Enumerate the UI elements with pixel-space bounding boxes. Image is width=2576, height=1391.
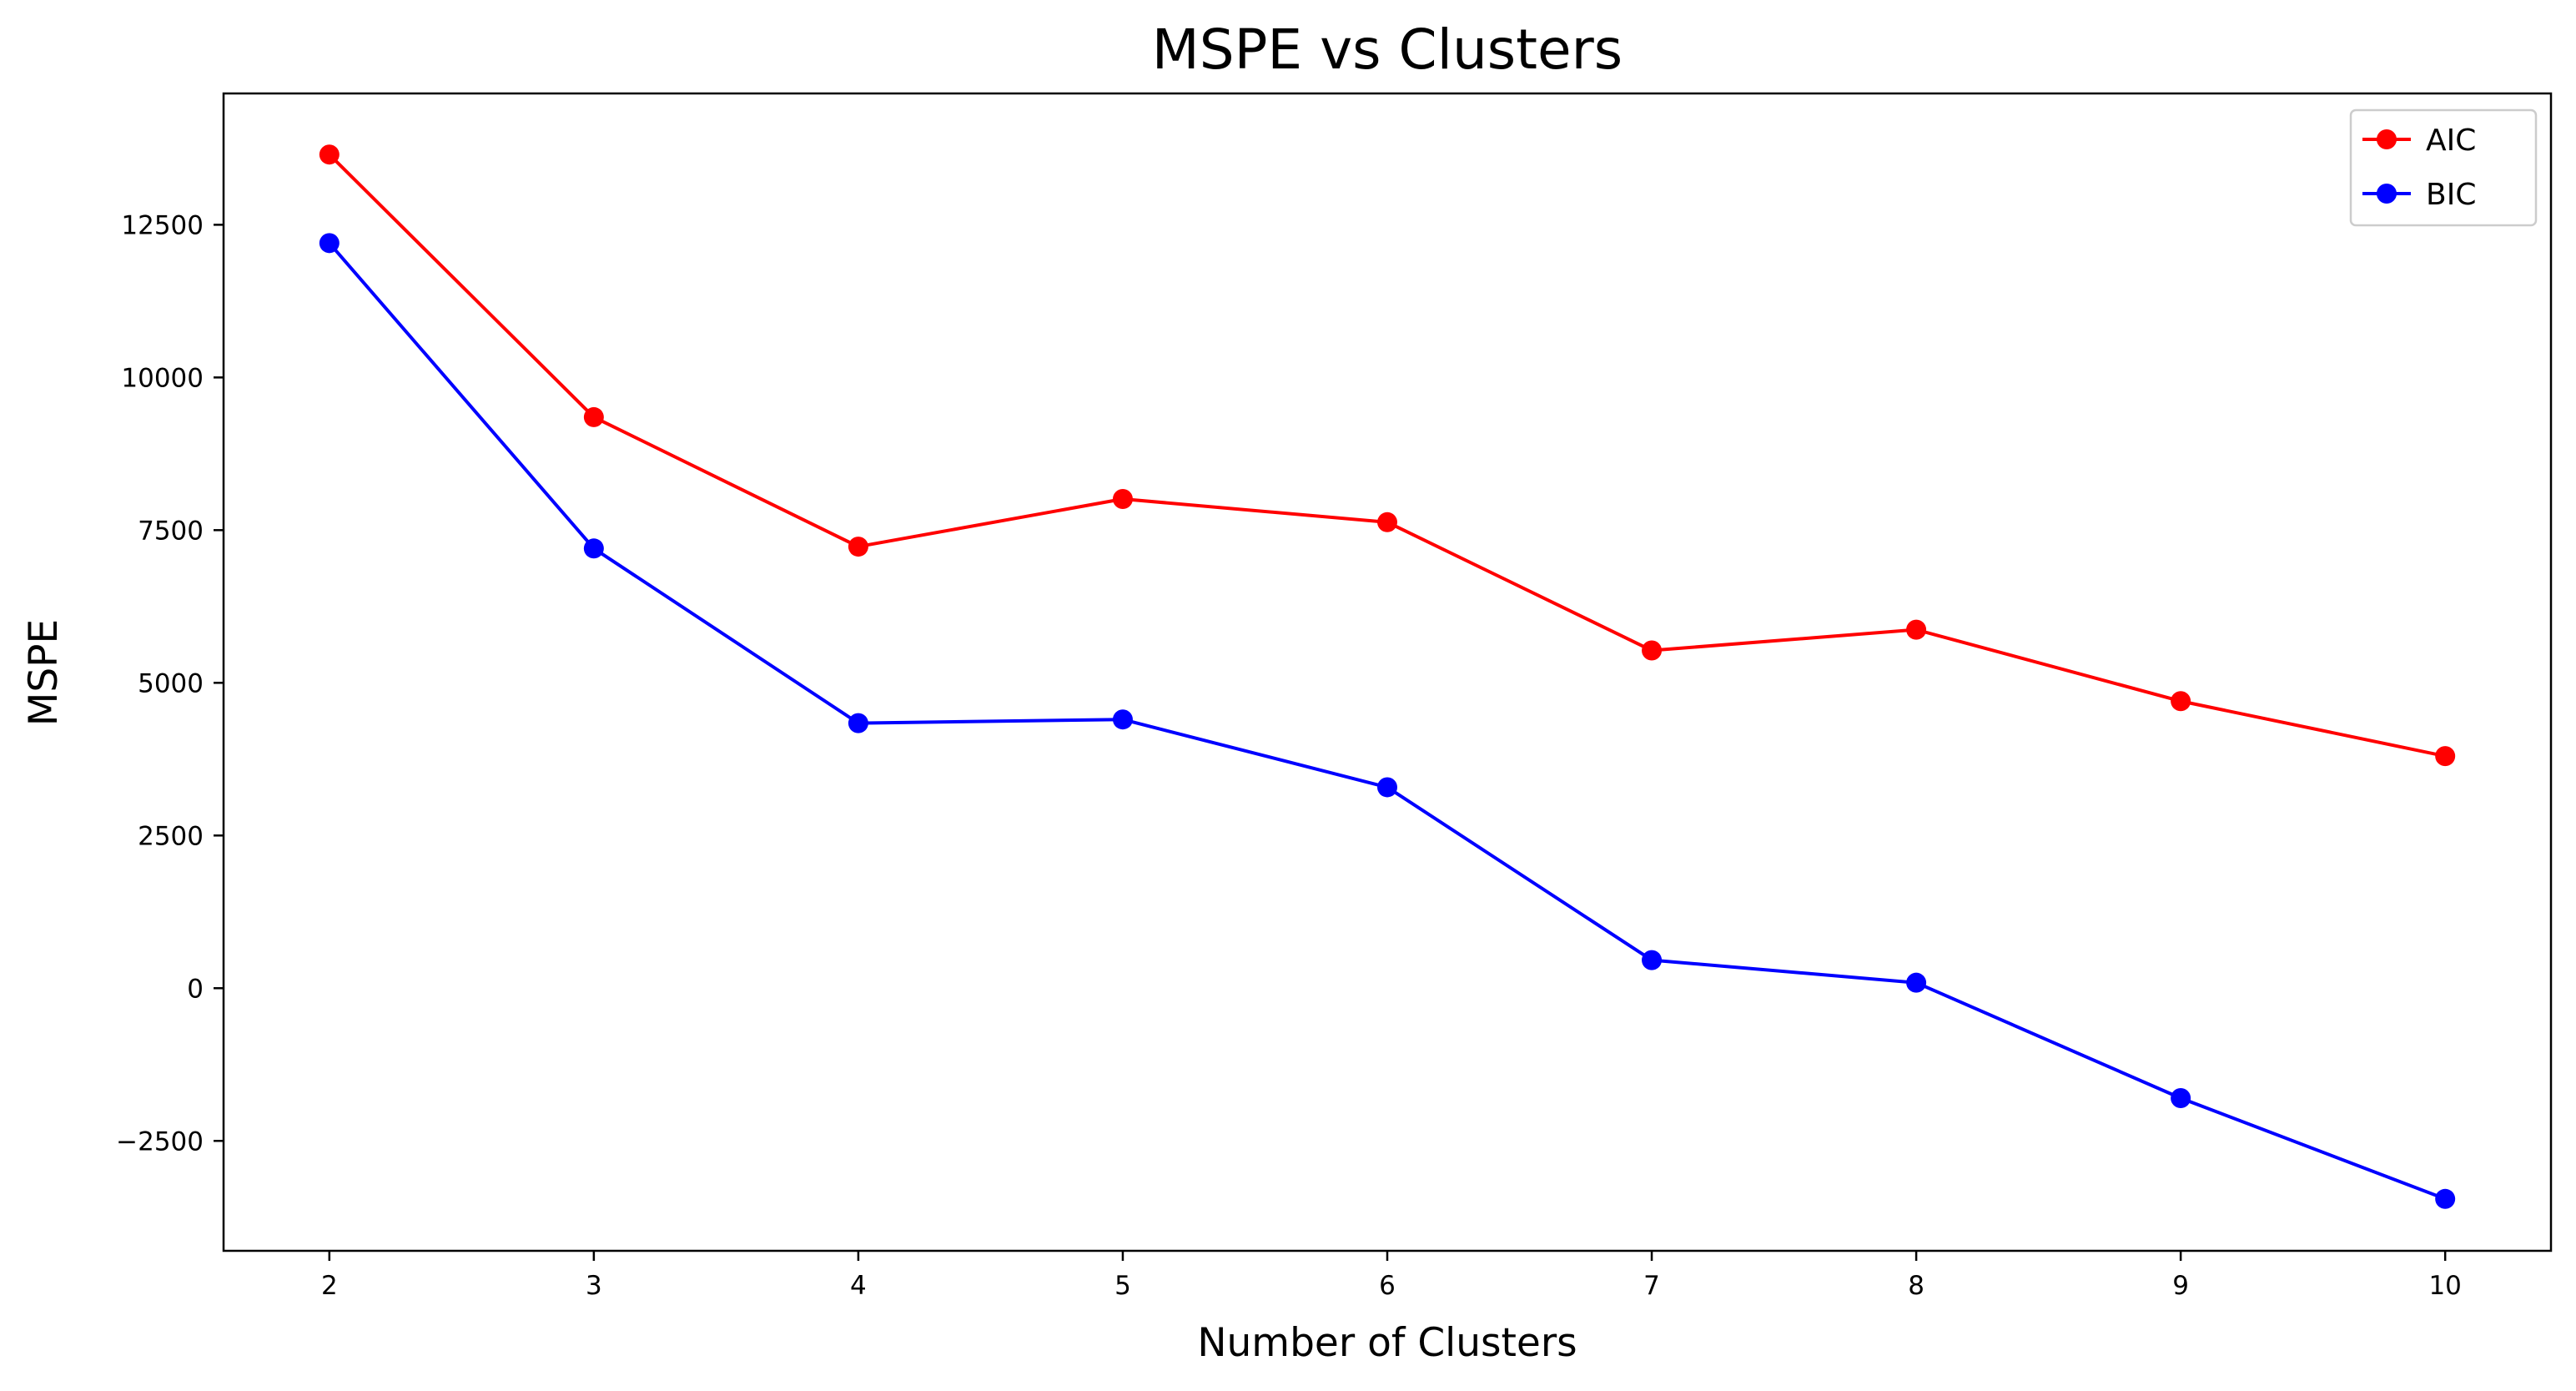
- data-point-bic: [1642, 950, 1663, 970]
- data-point-aic: [2435, 746, 2456, 767]
- legend-marker-aic: [2377, 129, 2397, 149]
- data-point-bic: [583, 538, 604, 559]
- data-point-bic: [2171, 1088, 2191, 1109]
- y-tick-label: 5000: [138, 668, 204, 698]
- data-point-aic: [1642, 640, 1663, 661]
- data-point-aic: [1906, 619, 1927, 640]
- legend-label-bic: BIC: [2426, 178, 2476, 212]
- data-point-aic: [1377, 512, 1397, 532]
- y-axis: −2500 0 2500 5000 7500 10000 12500: [116, 210, 224, 1157]
- x-tick-label: 7: [1643, 1271, 1660, 1301]
- legend-marker-bic: [2377, 184, 2397, 204]
- data-point-aic: [1112, 488, 1133, 509]
- x-axis: 2 3 4 5 6 7 8 9 10: [321, 1251, 2462, 1301]
- data-point-bic: [2435, 1188, 2456, 1209]
- y-tick-label: 10000: [121, 363, 204, 393]
- data-point-aic: [848, 537, 868, 557]
- plot-area: [319, 144, 2456, 1209]
- x-tick-label: 5: [1114, 1271, 1131, 1301]
- data-point-aic: [2171, 691, 2191, 712]
- x-tick-label: 9: [2172, 1271, 2189, 1301]
- x-tick-label: 8: [1908, 1271, 1924, 1301]
- y-tick-label: 0: [187, 974, 204, 1004]
- y-tick-label: −2500: [116, 1126, 204, 1157]
- x-tick-label: 3: [586, 1271, 602, 1301]
- legend: AIC BIC: [2349, 108, 2538, 227]
- data-point-aic: [319, 144, 340, 165]
- x-axis-label: Number of Clusters: [1197, 1320, 1577, 1366]
- data-point-bic: [848, 713, 868, 733]
- y-tick-label: 2500: [138, 821, 204, 851]
- x-tick-label: 6: [1379, 1271, 1396, 1301]
- y-tick-label: 7500: [138, 516, 204, 546]
- data-point-bic: [1112, 709, 1133, 730]
- x-tick-label: 2: [321, 1271, 338, 1301]
- data-point-bic: [319, 233, 340, 254]
- chart-title: MSPE vs Clusters: [1152, 18, 1623, 82]
- data-point-aic: [583, 406, 604, 427]
- x-tick-label: 10: [2428, 1271, 2461, 1301]
- x-tick-label: 4: [850, 1271, 867, 1301]
- data-point-bic: [1906, 972, 1927, 993]
- y-tick-label: 12500: [121, 210, 204, 240]
- y-axis-label: MSPE: [21, 619, 67, 726]
- data-point-bic: [1377, 777, 1397, 798]
- legend-label-aic: AIC: [2426, 123, 2476, 158]
